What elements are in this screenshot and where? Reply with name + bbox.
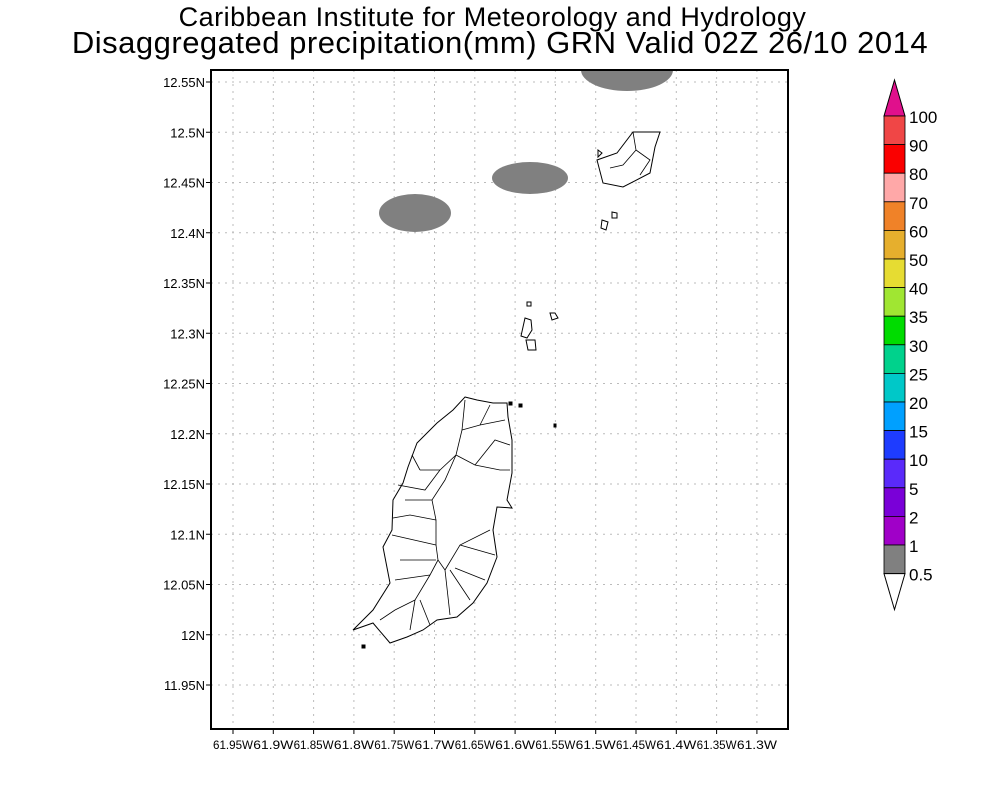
colorbar-swatch: [883, 372, 906, 403]
lon-tick-label: 61.65W: [455, 738, 496, 752]
precip-area: [379, 194, 451, 232]
colorbar-swatch: [883, 144, 906, 174]
colorbar-swatch: [883, 315, 906, 346]
colorbar-swatch: [883, 258, 906, 289]
colorbar-label: 35: [909, 308, 928, 327]
colorbar-label: 10: [909, 451, 928, 470]
lon-tick-label: 61.75W: [374, 738, 415, 752]
colorbar-swatch: [883, 172, 906, 203]
colorbar-label: 100: [909, 108, 937, 127]
colorbar-top-arrow: [883, 78, 906, 117]
colorbar-label: 30: [909, 337, 928, 356]
colorbar-label: 15: [909, 423, 928, 442]
lat-tick-label: 12.5N: [170, 125, 205, 140]
lon-tick-label: 61.35W: [697, 738, 738, 752]
colorbar-label: 90: [909, 137, 928, 156]
colorbar-swatch: [883, 458, 906, 489]
colorbar-label: 25: [909, 365, 928, 384]
colorbar: 100 90 80 70 60 50 40 35 30 25 20 15 10 5 2 1 0.5: [883, 78, 937, 612]
lat-tick-label: 11.95N: [164, 678, 205, 693]
lon-tick-label: 61.9W: [253, 738, 294, 752]
lat-tick-label: 12.1N: [170, 527, 205, 542]
lat-tick-label: 12N: [181, 628, 205, 643]
lon-tick-label: 61.45W: [616, 738, 657, 752]
lat-tick-label: 12.15N: [163, 477, 205, 492]
colorbar-label: 20: [909, 394, 928, 413]
lat-tick-label: 12.3N: [170, 326, 205, 341]
colorbar-label: 1: [909, 537, 918, 556]
lat-tick-label: 12.55N: [163, 75, 205, 90]
colorbar-label: 0.5: [909, 566, 933, 585]
lat-tick-label: 12.25N: [163, 377, 205, 392]
lat-tick-label: 12.35N: [163, 276, 205, 291]
colorbar-swatch: [883, 344, 906, 374]
lon-tick-label: 61.6W: [495, 738, 536, 752]
colorbar-swatch: [883, 516, 906, 546]
colorbar-swatch: [883, 544, 906, 575]
lon-tick-label: 61.3W: [737, 738, 778, 752]
institute-title: Caribbean Institute for Meteorology and …: [178, 2, 807, 32]
parish-boundaries: [379, 399, 511, 631]
lon-tick-label: 61.4W: [656, 738, 697, 752]
colorbar-label: 5: [909, 480, 918, 499]
colorbar-label: 60: [909, 222, 928, 241]
colorbar-label: 50: [909, 251, 928, 270]
colorbar-swatch: [883, 229, 906, 260]
colorbar-label: 70: [909, 194, 928, 213]
lon-tick-label: 61.5W: [576, 738, 617, 752]
lon-tick-label: 61.95W: [213, 738, 254, 752]
precip-area: [581, 70, 673, 91]
colorbar-bottom-arrow: [883, 573, 906, 612]
lon-tick-label: 61.55W: [535, 738, 576, 752]
lon-tick-label: 61.85W: [294, 738, 335, 752]
lon-tick-label: 61.8W: [334, 738, 375, 752]
small-islands: [520, 301, 559, 351]
precip-area: [492, 162, 568, 194]
precip-areas: [379, 70, 673, 232]
colorbar-label: 80: [909, 165, 928, 184]
lat-tick-label: 12.2N: [170, 427, 205, 442]
plot-frame: [210, 69, 789, 730]
lat-tick-label: 12.45N: [163, 176, 205, 191]
colorbar-swatch: [883, 430, 906, 460]
colorbar-swatch: [883, 287, 906, 317]
carriacou-island: [596, 131, 661, 231]
colorbar-swatch: [883, 487, 906, 517]
colorbar-swatch: [883, 201, 906, 231]
lon-tick-label: 61.7W: [415, 738, 456, 752]
grenada-island: [352, 396, 557, 649]
lat-tick-label: 12.05N: [163, 578, 205, 593]
colorbar-label: 2: [909, 508, 918, 527]
lat-tick-label: 12.4N: [170, 226, 205, 241]
colorbar-swatch: [883, 401, 906, 432]
colorbar-swatch: [883, 115, 906, 146]
plot-title: Disaggregated precipitation(mm) GRN Vali…: [71, 25, 929, 60]
colorbar-label: 40: [909, 280, 928, 299]
